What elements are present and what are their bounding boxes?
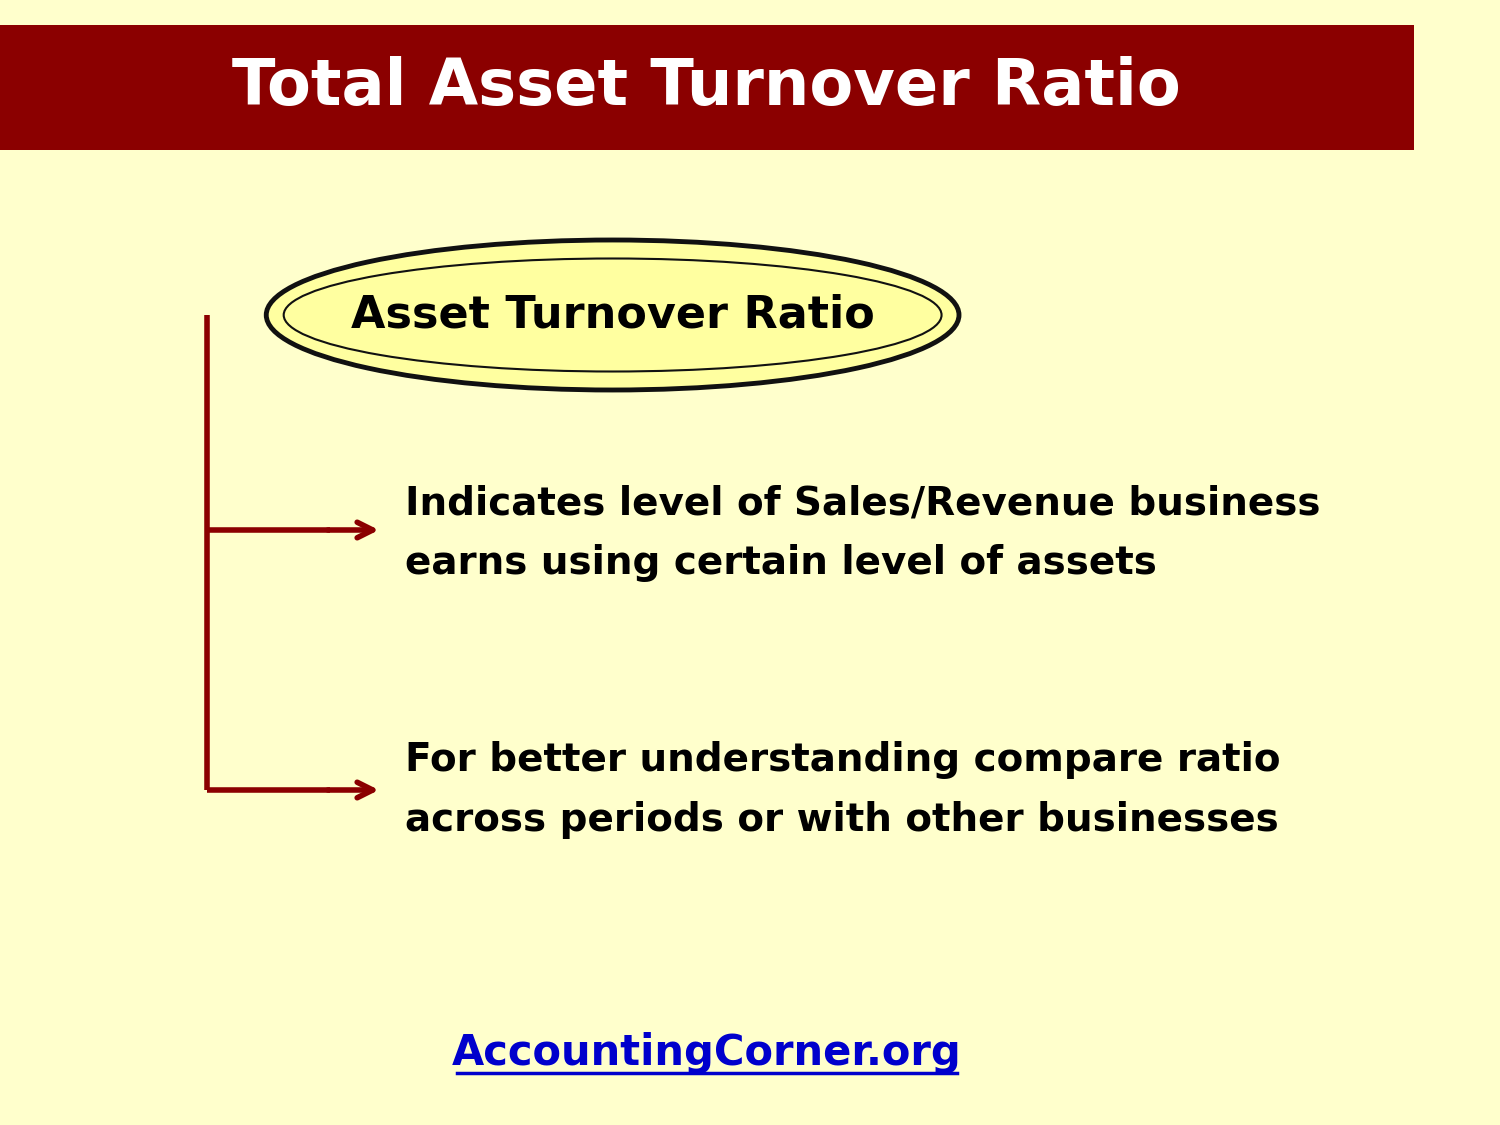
FancyBboxPatch shape bbox=[0, 25, 1413, 150]
Text: earns using certain level of assets: earns using certain level of assets bbox=[405, 544, 1156, 582]
Text: across periods or with other businesses: across periods or with other businesses bbox=[405, 801, 1280, 839]
Text: Asset Turnover Ratio: Asset Turnover Ratio bbox=[351, 294, 874, 336]
Text: Total Asset Turnover Ratio: Total Asset Turnover Ratio bbox=[232, 56, 1182, 118]
Text: For better understanding compare ratio: For better understanding compare ratio bbox=[405, 741, 1281, 778]
Text: Indicates level of Sales/Revenue business: Indicates level of Sales/Revenue busines… bbox=[405, 484, 1322, 522]
Text: AccountingCorner.org: AccountingCorner.org bbox=[452, 1032, 962, 1074]
Ellipse shape bbox=[267, 240, 958, 390]
